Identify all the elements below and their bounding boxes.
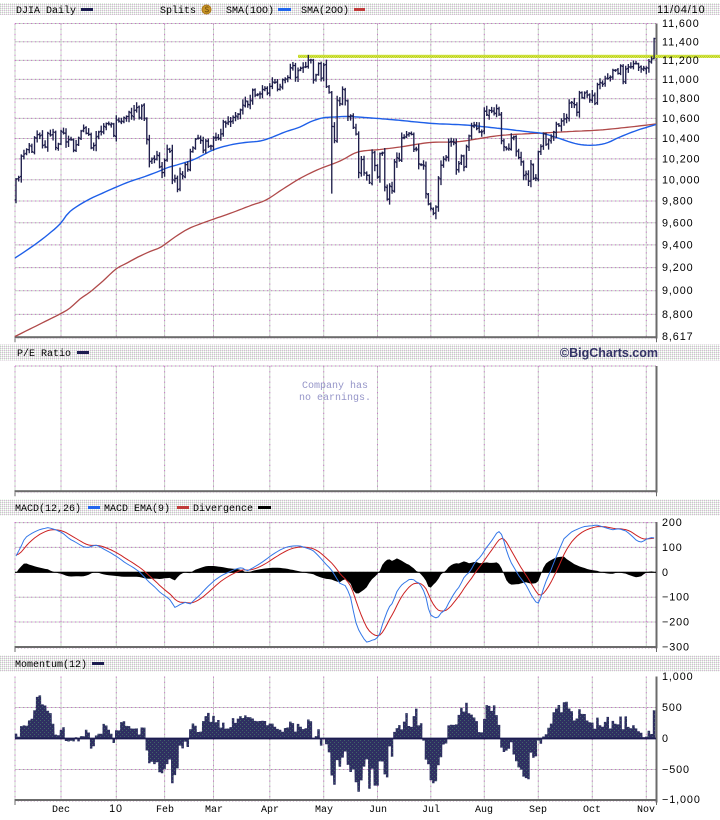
svg-text:500: 500 [662,702,683,714]
svg-text:8,617: 8,617 [662,331,694,343]
svg-text:SMA(2OO): SMA(2OO) [301,5,349,17]
svg-text:10,200: 10,200 [662,153,700,165]
svg-text:−100: −100 [662,592,690,604]
svg-text:10,600: 10,600 [662,113,700,125]
svg-text:Divergence: Divergence [193,503,253,515]
svg-text:−500: −500 [662,764,690,776]
svg-text:MACD EMA(9): MACD EMA(9) [104,503,170,515]
svg-text:MACD(12,26): MACD(12,26) [15,503,81,515]
svg-text:Jul: Jul [422,804,440,816]
svg-text:Aug: Aug [475,805,493,816]
svg-text:0: 0 [662,733,669,745]
svg-text:11,200: 11,200 [662,55,700,67]
svg-text:Sep: Sep [529,805,547,816]
svg-text:Apr: Apr [261,805,279,816]
svg-text:Jun: Jun [369,805,387,816]
svg-text:−1,000: −1,000 [662,794,701,806]
svg-text:−300: −300 [662,641,690,653]
svg-text:10,400: 10,400 [662,133,700,145]
svg-text:11,600: 11,600 [662,18,700,30]
svg-text:11,400: 11,400 [662,36,700,48]
svg-text:Nov: Nov [637,805,655,816]
svg-text:200: 200 [662,517,683,529]
svg-text:8,800: 8,800 [662,309,694,321]
svg-text:Mar: Mar [205,805,223,816]
svg-text:1,000: 1,000 [662,671,694,683]
svg-text:0: 0 [662,567,669,579]
svg-text:May: May [315,805,333,816]
svg-text:©BigCharts.com: ©BigCharts.com [560,346,658,360]
svg-text:10,000: 10,000 [662,174,700,186]
svg-text:−200: −200 [662,617,690,629]
svg-text:Company has: Company has [302,380,368,392]
svg-text:100: 100 [662,542,683,554]
svg-text:Dec: Dec [52,805,70,816]
svg-text:Momentum(12): Momentum(12) [15,659,87,671]
svg-text:10: 10 [109,803,123,815]
svg-text:9,400: 9,400 [662,239,694,251]
svg-text:9,000: 9,000 [662,285,694,297]
svg-text:no earnings.: no earnings. [299,392,371,404]
svg-text:Feb: Feb [156,804,174,816]
svg-text:11,000: 11,000 [662,74,700,86]
svg-text:Oct: Oct [583,805,601,816]
svg-text:9,200: 9,200 [662,262,694,274]
svg-text:9,800: 9,800 [662,196,694,208]
svg-text:Splits: Splits [160,5,196,17]
svg-text:SMA(1OO): SMA(1OO) [226,5,274,17]
svg-text:11/04/10: 11/04/10 [657,4,705,16]
svg-text:10,800: 10,800 [662,93,700,105]
svg-text:DJIA Daily: DJIA Daily [16,5,76,17]
svg-text:9,600: 9,600 [662,217,694,229]
svg-text:P/E Ratio: P/E Ratio [17,348,71,360]
